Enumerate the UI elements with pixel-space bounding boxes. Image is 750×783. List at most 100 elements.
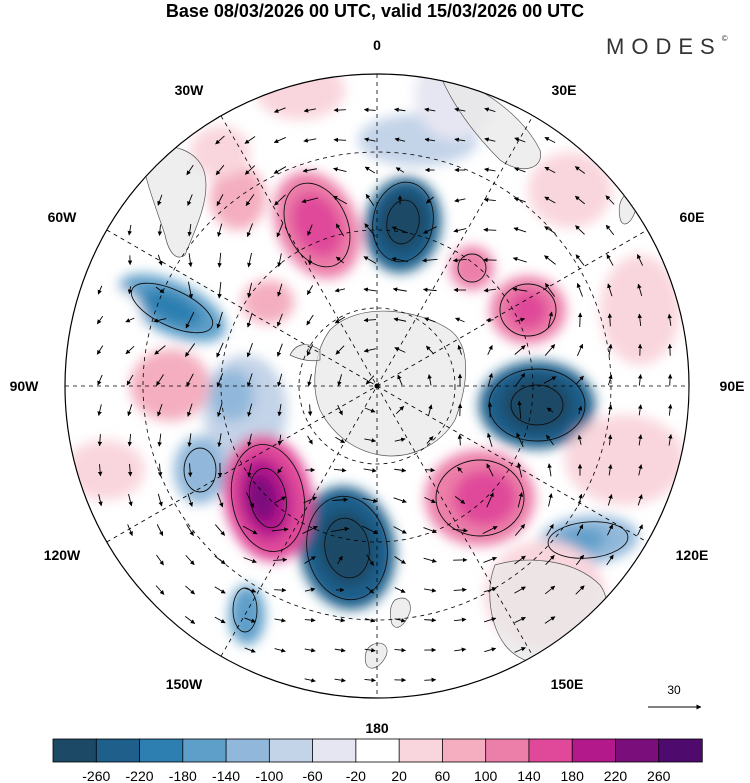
wind-arrow (246, 492, 254, 509)
wind-arrow (304, 617, 316, 623)
wind-arrow (157, 433, 162, 447)
wind-arrow (577, 405, 583, 415)
wind-arrow (247, 282, 253, 298)
anomaly-patch (229, 585, 265, 645)
wind-arrow (274, 194, 286, 206)
wind-arrow (544, 196, 556, 204)
wind-arrow (454, 647, 467, 652)
wind-arrow (422, 287, 437, 293)
colorbar-tick-label: 60 (435, 768, 451, 783)
wind-arrow (544, 255, 556, 265)
wind-arrow (395, 406, 405, 414)
wind-arrow (362, 497, 378, 503)
wind-arrow (157, 224, 163, 236)
wind-arrow (153, 318, 167, 323)
graticule (65, 74, 689, 698)
wind-arrow (546, 407, 554, 413)
wind-arrow (484, 107, 496, 112)
wind-arrow (303, 496, 317, 504)
wind-arrow (547, 463, 552, 477)
wind-arrow (127, 404, 133, 417)
land-mass (439, 74, 541, 169)
wind-arrow (187, 493, 193, 507)
wind-arrow (185, 585, 195, 595)
wind-arrow (215, 164, 225, 176)
contour-line (457, 253, 487, 283)
wind-arrow (187, 433, 192, 447)
wind-arrow (638, 434, 643, 446)
wind-arrow (302, 526, 318, 534)
wind-arrow (155, 585, 165, 595)
wind-arrow (575, 225, 585, 235)
colorbar-tick-label: 220 (604, 768, 628, 783)
wind-arrow (277, 466, 283, 474)
wind-arrow (668, 434, 673, 446)
wind-arrow (184, 343, 196, 357)
wind-arrow (277, 283, 283, 297)
colorbar-segment (571, 738, 617, 763)
wind-arrow (306, 344, 314, 356)
wind-arrow (486, 463, 494, 477)
wind-arrow (246, 312, 253, 328)
wind-arrow (513, 197, 526, 203)
wind-arrow (391, 256, 409, 263)
colorbar-tick-label: -60 (302, 768, 322, 783)
wind-arrow (273, 166, 287, 174)
wind-arrow (544, 282, 556, 297)
lon-label-0: 0 (373, 37, 381, 53)
wind-arrow (574, 195, 586, 205)
wind-arrow (545, 554, 555, 565)
anomaly-patch (210, 369, 254, 421)
wind-arrow (186, 164, 194, 176)
wind-arrow (274, 587, 287, 593)
wind-arrow (514, 524, 526, 536)
wind-arrow (334, 677, 346, 683)
wind-arrow (216, 342, 224, 358)
wind-arrow (276, 343, 283, 357)
wind-arrow (216, 194, 224, 207)
colorbar-segment (355, 738, 400, 763)
wind-arrow (514, 345, 526, 355)
wind-arrow (425, 345, 435, 355)
map-title: Base 08/03/2026 00 UTC, valid 15/03/2026… (165, 1, 585, 21)
wind-arrow (544, 616, 556, 624)
wind-arrow (486, 432, 493, 447)
wind-arrow (454, 137, 466, 143)
wind-arrow (487, 372, 493, 387)
wind-arrow (425, 196, 434, 204)
wind-arrow (394, 556, 406, 564)
wind-arrow (244, 647, 256, 653)
wind-arrow (127, 463, 133, 477)
colorbar-segment (615, 738, 660, 763)
wind-arrow (127, 286, 133, 295)
lon-label-180: 180 (365, 720, 389, 736)
map-disc (65, 74, 689, 698)
anomaly-patch (378, 192, 428, 252)
wind-arrow (607, 434, 613, 446)
wind-arrow (245, 194, 255, 206)
wind-arrow (335, 256, 344, 264)
wind-arrow (423, 557, 437, 563)
wind-arrow (394, 107, 406, 113)
wind-arrow (333, 167, 347, 172)
colorbar-segment (52, 738, 97, 763)
wind-arrow (513, 227, 527, 233)
copyright-mark: © (721, 34, 728, 43)
wind-arrow (306, 314, 314, 326)
lon-label-150w: 150W (166, 676, 203, 692)
wind-arrow (365, 375, 375, 385)
wind-arrow (247, 252, 253, 268)
wind-arrow (575, 554, 585, 566)
contour-line (435, 459, 525, 537)
wind-arrow (217, 223, 223, 237)
anomaly-patch (96, 290, 144, 370)
wind-arrow (187, 403, 193, 417)
wind-arrow (514, 167, 526, 173)
wind-arrow (214, 616, 226, 624)
wind-arrow (576, 524, 584, 536)
wind-arrow (608, 464, 613, 476)
wind-arrow (364, 438, 377, 443)
wind-arrow (514, 647, 526, 653)
wind-arrow (214, 555, 226, 565)
